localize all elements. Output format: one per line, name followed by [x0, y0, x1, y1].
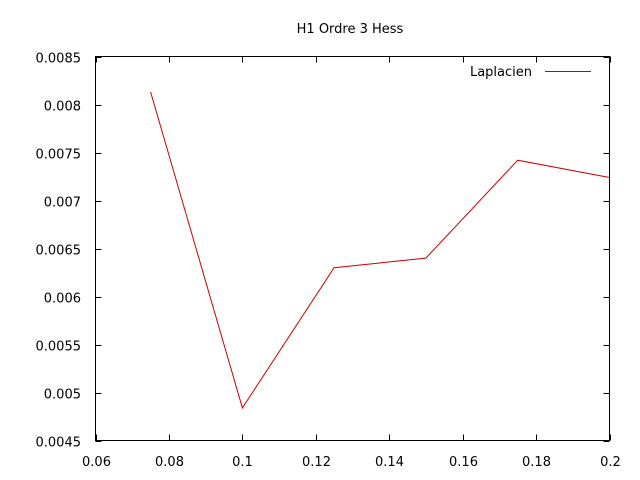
y-tick-label: 0.006 — [44, 292, 81, 307]
plot-frame — [95, 56, 610, 441]
x-axis: 0.06 0.08 0.1 0.12 0.14 0.16 0.18 0.2 — [82, 56, 621, 470]
series-line-laplacien — [150, 91, 610, 410]
x-tick-label: 0.14 — [375, 455, 404, 470]
x-tick-label: 0.2 — [600, 455, 621, 470]
y-tick-label: 0.005 — [44, 388, 81, 403]
x-tick-label: 0.1 — [232, 455, 253, 470]
y-tick-label: 0.007 — [44, 196, 81, 211]
y-axis: 0.0045 0.005 0.0055 0.006 0.0065 0.007 0.0075 0… — [36, 52, 610, 451]
x-tick-label: 0.16 — [449, 455, 478, 470]
y-tick-label: 0.008 — [44, 100, 81, 115]
chart-title: H1 Ordre 3 Hess — [297, 22, 404, 37]
series-layer — [150, 91, 610, 410]
x-tick-label: 0.06 — [82, 455, 111, 470]
y-tick-label: 0.0075 — [36, 148, 82, 163]
x-tick-label: 0.08 — [155, 455, 184, 470]
y-tick-label: 0.0065 — [36, 244, 82, 259]
x-tick-label: 0.18 — [522, 455, 551, 470]
y-tick-label: 0.0055 — [36, 340, 82, 355]
x-tick-label: 0.12 — [302, 455, 331, 470]
y-tick-label: 0.0085 — [36, 52, 82, 67]
legend-label: Laplacien — [470, 65, 532, 80]
y-tick-label: 0.0045 — [36, 436, 82, 451]
legend: Laplacien — [470, 65, 591, 80]
